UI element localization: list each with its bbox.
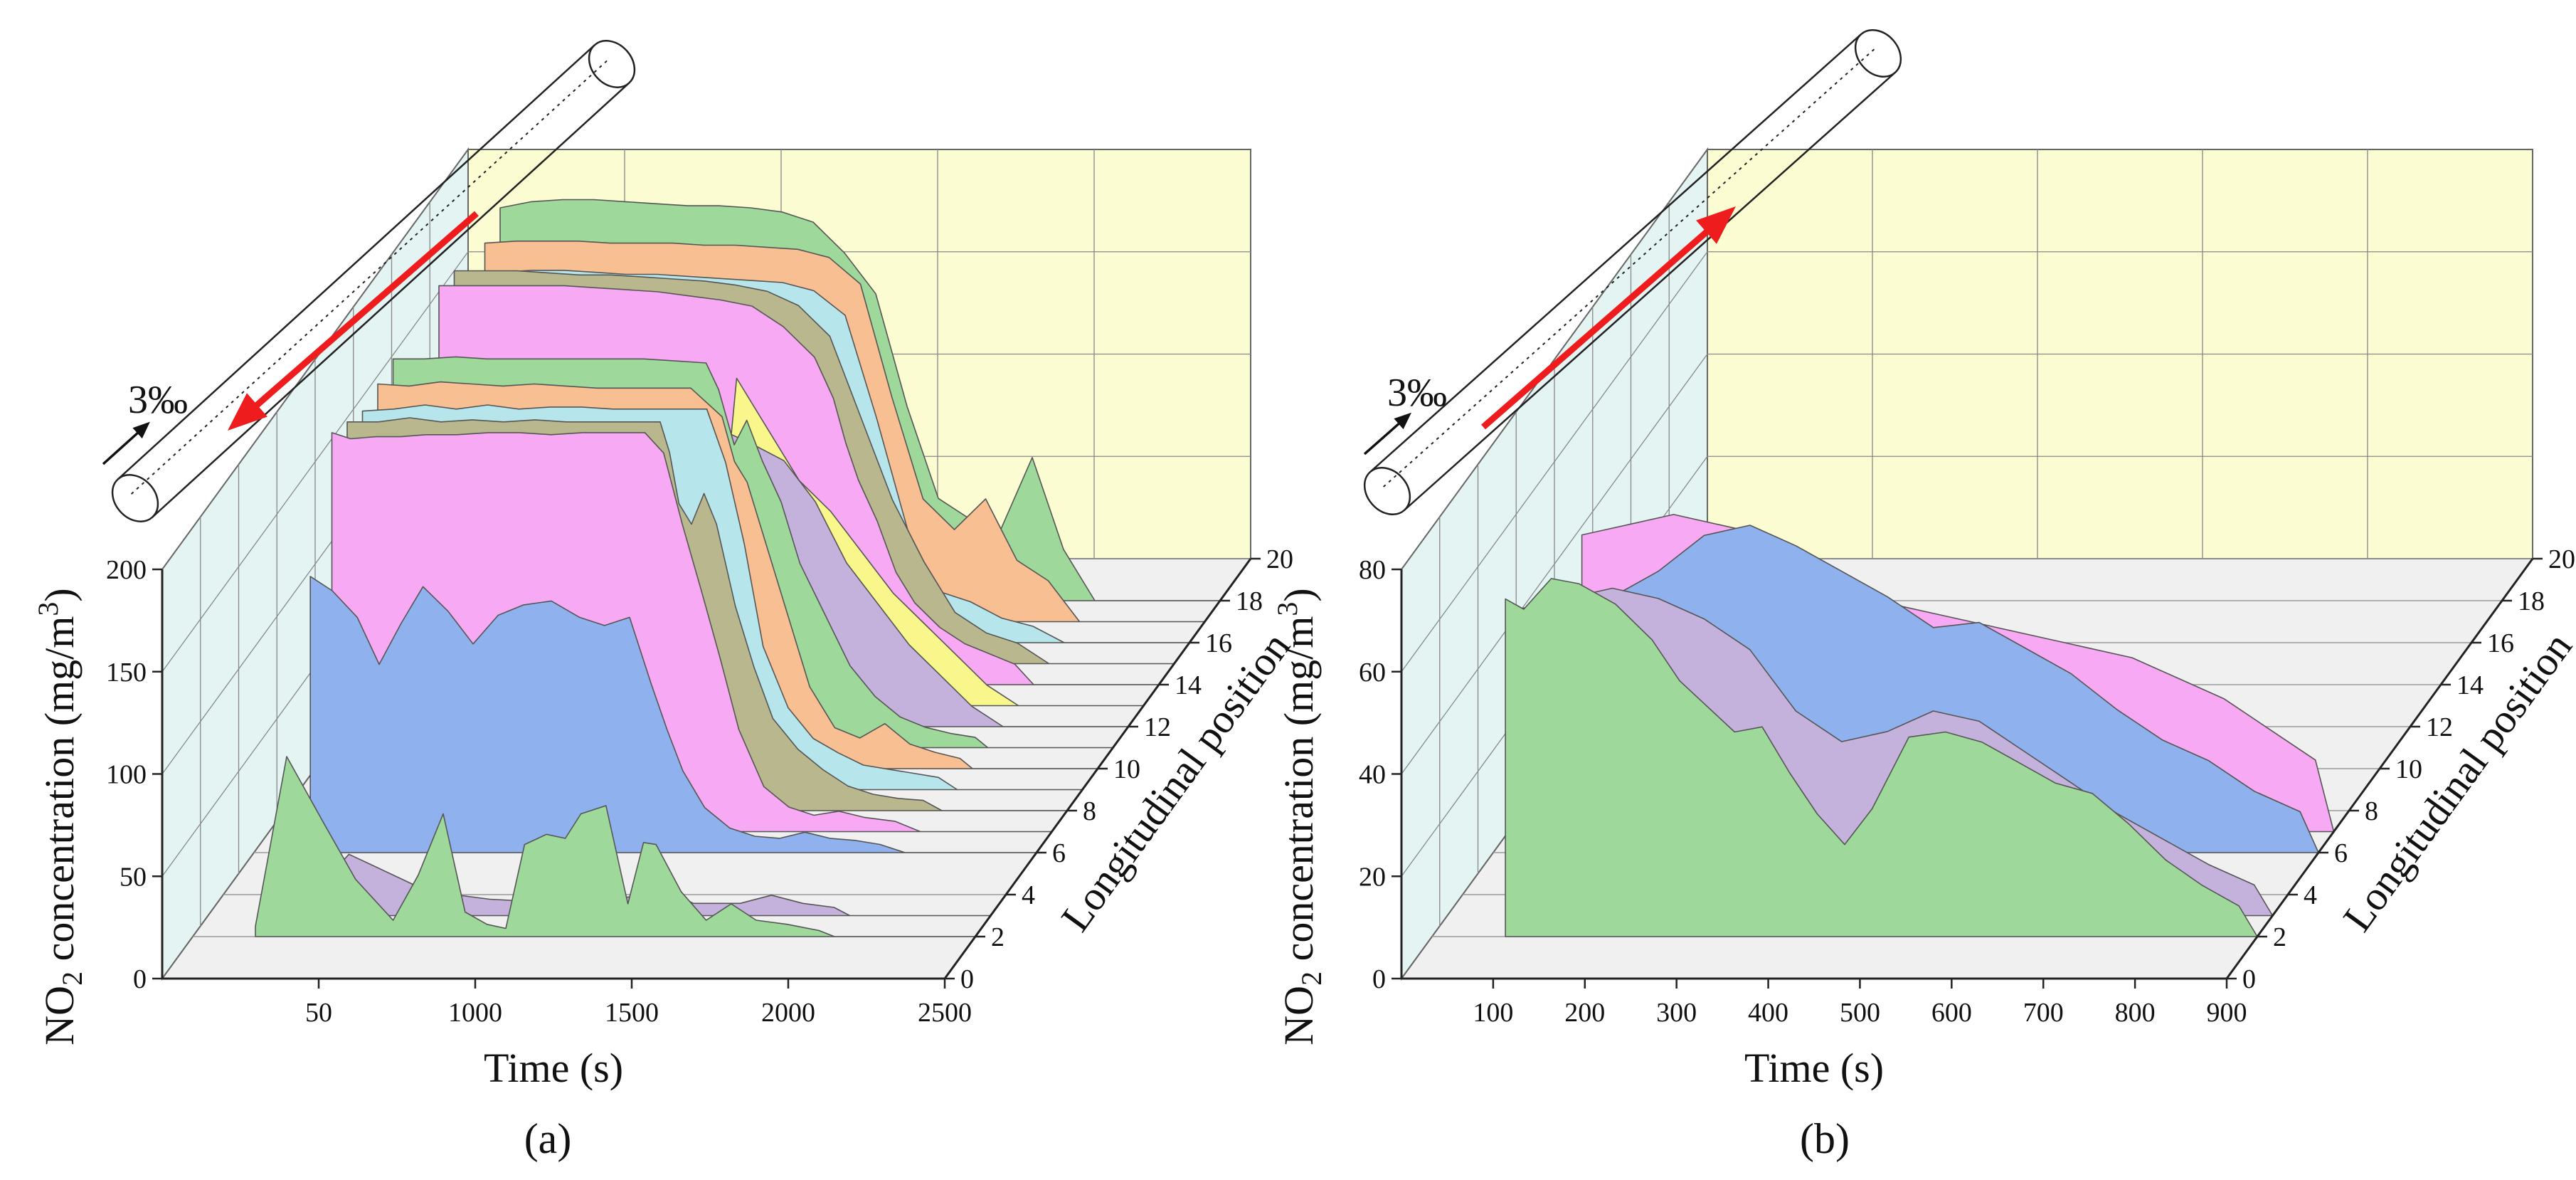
tube-end [111, 474, 159, 522]
flow-arrow [247, 211, 479, 415]
tube-edge [117, 44, 595, 480]
tunnel-tube-icon [111, 40, 636, 522]
z-tick-label: 20 [2548, 544, 2575, 574]
z-tick-label: 14 [1175, 670, 1202, 700]
z-tick-label: 18 [2518, 586, 2545, 616]
gridline [1401, 251, 1708, 673]
panel-b-caption: (b) [1800, 1115, 1850, 1162]
x-tick-label: 2500 [918, 998, 972, 1028]
z-tick-label: 4 [2304, 880, 2317, 910]
tube-end [1363, 467, 1411, 515]
x-axis-label: Time (s) [1744, 1045, 1884, 1091]
tube-end [1854, 29, 1902, 78]
series-area-position-6 [309, 576, 906, 853]
z-tick-label: 6 [1052, 838, 1066, 868]
flow-arrow-head [228, 393, 267, 431]
series-area-position-2 [255, 756, 835, 937]
z-tick-label: 12 [2426, 712, 2453, 742]
y-tick-label: 40 [1359, 760, 1386, 790]
y-tick-label: 100 [106, 760, 147, 790]
slope-label: 3‰ [1387, 371, 1447, 415]
slope-arrow-head [1394, 412, 1411, 430]
y-tick-label: 150 [106, 658, 147, 688]
x-tick-label: 500 [1840, 998, 1880, 1028]
z-tick-label: 12 [1144, 712, 1171, 742]
series-area-position-2 [1505, 578, 2258, 937]
tube-edge [152, 82, 630, 518]
tube-edge [1404, 71, 1896, 511]
panel-a-caption: (a) [524, 1115, 572, 1162]
gridline [1401, 354, 1708, 774]
y-tick-label: 20 [1359, 862, 1386, 892]
tube-edge [1369, 33, 1862, 473]
x-tick-label: 50 [305, 998, 332, 1028]
tube-center-line [130, 59, 609, 495]
z-tick-label: 14 [2456, 670, 2484, 700]
z-tick-label: 16 [1205, 628, 1232, 658]
slope-arrow-head [132, 421, 150, 439]
z-tick-label: 2 [2273, 922, 2286, 952]
z-tick-label: 10 [2395, 754, 2422, 784]
x-tick-label: 800 [2115, 998, 2156, 1028]
z-tick-label: 0 [2242, 964, 2256, 994]
z-tick-label: 10 [1113, 754, 1140, 784]
x-axis-label: Time (s) [484, 1045, 623, 1091]
x-tick-label: 600 [1931, 998, 1972, 1028]
slope-label: 3‰ [128, 378, 188, 422]
z-tick-label: 2 [991, 922, 1005, 952]
z-tick-label: 0 [960, 964, 974, 994]
z-tick-label: 8 [2365, 796, 2378, 826]
x-tick-label: 400 [1748, 998, 1788, 1028]
y-tick-label: 0 [133, 964, 147, 994]
y-tick-label: 50 [120, 862, 147, 892]
y-tick-label: 0 [1372, 964, 1386, 994]
y-axis-label: NO2 concentration (mg/m3) [32, 588, 88, 1045]
flow-arrow [1481, 222, 1717, 430]
y-tick-label: 60 [1359, 658, 1386, 688]
y-tick-label: 200 [106, 555, 147, 585]
z-tick-label: 4 [1022, 880, 1035, 910]
z-tick-label: 18 [1236, 586, 1263, 616]
flow-arrow-head [1696, 206, 1736, 244]
x-tick-label: 300 [1656, 998, 1697, 1028]
x-tick-label: 900 [2207, 998, 2247, 1028]
y-axis-label: NO2 concentration (mg/m3) [1271, 588, 1327, 1045]
x-tick-label: 2000 [761, 998, 815, 1028]
tube-end [588, 40, 636, 88]
z-tick-label: 8 [1083, 796, 1096, 826]
tunnel-tube-icon [1363, 29, 1902, 515]
z-tick-label: 6 [2334, 838, 2348, 868]
tube-center-line [1383, 48, 1875, 488]
z-tick-label: 20 [1266, 544, 1293, 574]
y-tick-label: 80 [1359, 555, 1386, 585]
z-tick-label: 16 [2487, 628, 2514, 658]
x-tick-label: 1000 [448, 998, 502, 1028]
x-tick-label: 1500 [605, 998, 659, 1028]
x-tick-label: 100 [1473, 998, 1513, 1028]
x-tick-label: 700 [2023, 998, 2064, 1028]
x-tick-label: 200 [1564, 998, 1605, 1028]
gridline [161, 251, 469, 673]
